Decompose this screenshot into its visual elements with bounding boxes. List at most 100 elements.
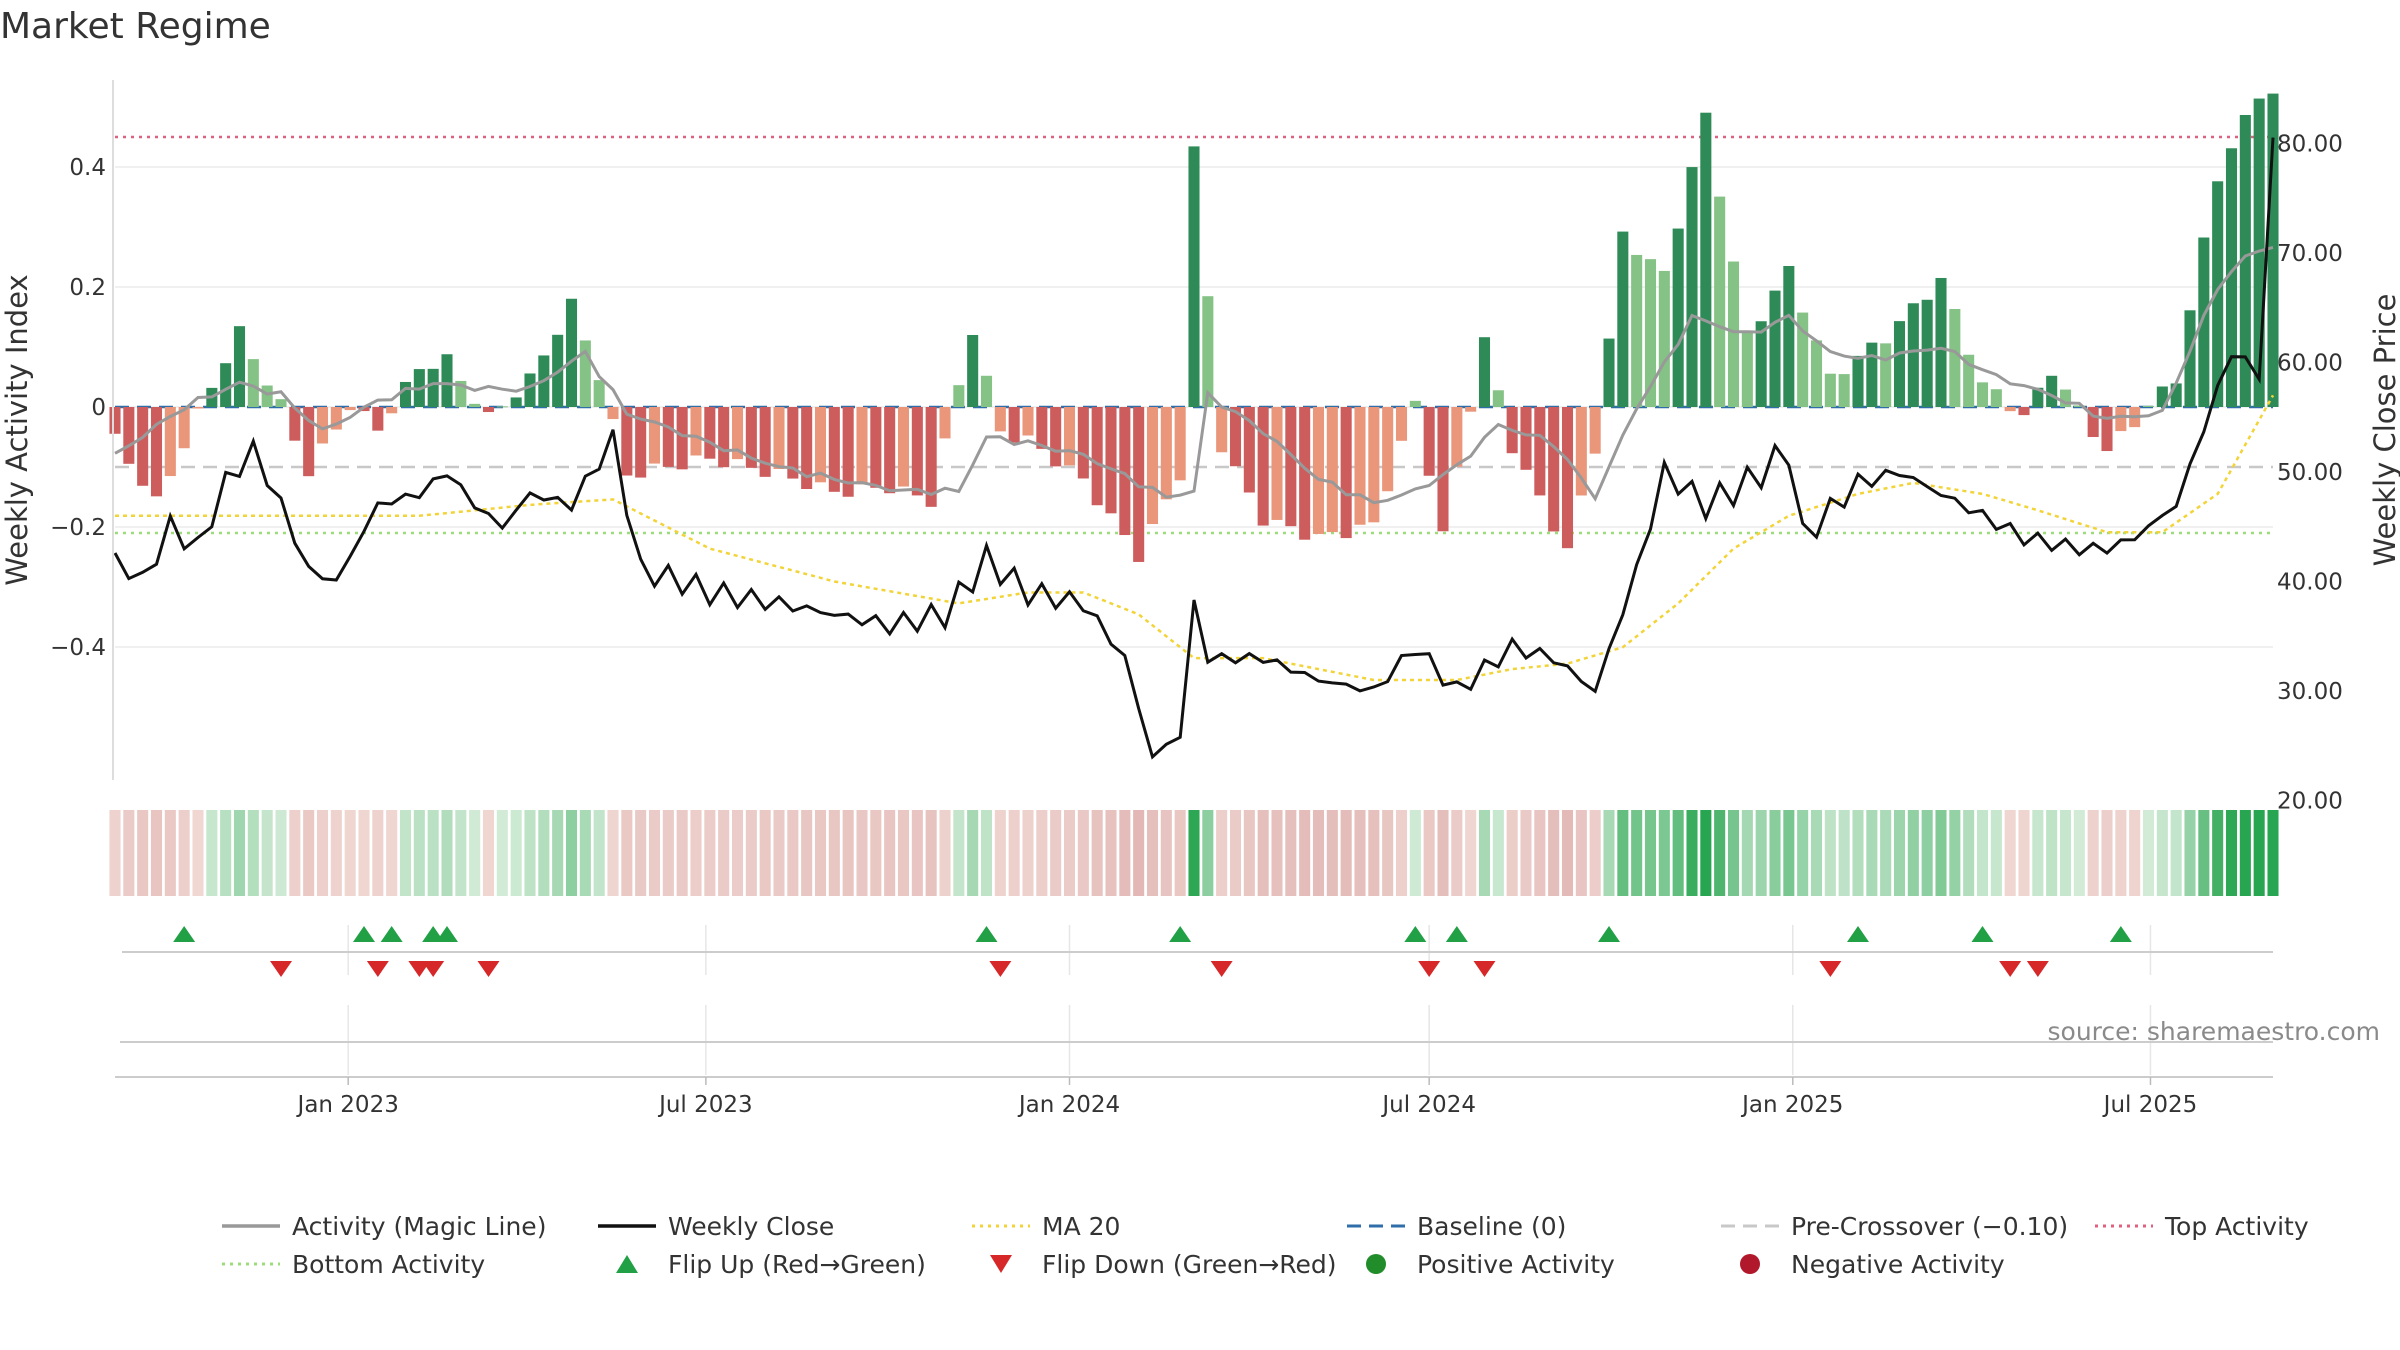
ma20-line xyxy=(115,394,2275,682)
heat-cell xyxy=(939,810,951,896)
flip-down-marker xyxy=(1473,961,1496,977)
flip-down-marker xyxy=(422,961,445,977)
heat-cell xyxy=(2198,810,2210,896)
activity-bar xyxy=(303,407,315,477)
activity-bar xyxy=(1271,407,1283,520)
heat-cell xyxy=(1949,810,1961,896)
activity-bar xyxy=(980,375,993,407)
activity-bar xyxy=(2225,148,2238,407)
legend-label: Top Activity xyxy=(2164,1212,2309,1241)
heat-cell xyxy=(1243,810,1255,896)
heat-cell xyxy=(1534,810,1546,896)
heat-cell xyxy=(718,810,730,896)
activity-bar xyxy=(1797,312,1809,407)
legend-label: Negative Activity xyxy=(1791,1250,2005,1279)
heat-cell xyxy=(1727,810,1740,896)
activity-bar xyxy=(718,407,730,468)
activity-bar xyxy=(1451,407,1463,467)
activity-bar xyxy=(2073,405,2085,407)
x-tick-label: Jan 2023 xyxy=(296,1092,399,1118)
activity-bar xyxy=(1423,407,1435,476)
legend-icon-circle xyxy=(1366,1254,1386,1274)
activity-bar xyxy=(1008,407,1020,443)
activity-bar xyxy=(2212,181,2224,407)
heat-cell xyxy=(344,810,356,896)
activity-bar xyxy=(814,407,827,483)
heat-cell xyxy=(1824,810,1836,896)
heat-cell xyxy=(2004,810,2016,896)
heat-cell xyxy=(510,810,522,896)
heat-cell xyxy=(1229,810,1242,896)
heat-cell xyxy=(399,810,412,896)
heat-cell xyxy=(1921,810,1933,896)
activity-bar xyxy=(1810,340,1823,407)
heat-cell xyxy=(676,810,688,896)
heat-cell xyxy=(1880,810,1892,896)
heat-cell xyxy=(1492,810,1504,896)
activity-bar xyxy=(911,407,923,496)
activity-bar xyxy=(690,407,702,456)
heat-cell xyxy=(662,810,674,896)
weekly-close-line xyxy=(113,137,2275,760)
heat-cell xyxy=(1216,810,1228,896)
activity-bars xyxy=(109,93,2279,562)
heat-cell xyxy=(1866,810,1878,896)
heat-cell xyxy=(1465,810,1477,896)
activity-bar xyxy=(801,407,813,489)
heat-cell xyxy=(1409,810,1421,896)
heat-cell xyxy=(358,810,370,896)
heat-cell xyxy=(524,810,536,896)
heat-cell xyxy=(178,810,190,896)
activity-bar xyxy=(1133,407,1145,562)
activity-bar xyxy=(1119,407,1131,536)
heat-cell xyxy=(1326,810,1338,896)
heat-cell xyxy=(2129,810,2141,896)
activity-bar xyxy=(1852,355,1864,407)
activity-bar xyxy=(1741,333,1753,407)
activity-bar xyxy=(607,407,619,420)
heat-cell xyxy=(1036,810,1048,896)
heat-cell xyxy=(1022,810,1034,896)
activity-bar xyxy=(1050,407,1062,467)
heat-cell xyxy=(1797,810,1809,896)
heat-cell xyxy=(1340,810,1352,896)
heat-cell xyxy=(1423,810,1435,896)
heat-cell xyxy=(759,810,771,896)
heat-cell xyxy=(1437,810,1449,896)
heat-cell xyxy=(884,810,896,896)
activity-bar xyxy=(1935,277,1947,407)
legend-label: Pre-Crossover (−0.10) xyxy=(1791,1212,2068,1241)
activity-bar xyxy=(469,403,481,407)
y-tick-label-right: 30.00 xyxy=(2277,679,2343,705)
heat-cell xyxy=(1520,810,1532,896)
activity-bar xyxy=(1893,321,1906,407)
activity-bar xyxy=(1589,407,1601,454)
legend-label: Flip Up (Red→Green) xyxy=(668,1250,926,1279)
heat-cell xyxy=(1382,810,1394,896)
activity-bar xyxy=(2018,407,2030,416)
activity-bar xyxy=(2239,114,2251,408)
activity-bar xyxy=(1603,338,1615,407)
heat-cell xyxy=(1714,810,1726,896)
activity-bar xyxy=(662,407,674,467)
x-tick-labels: Jan 2023 Jul 2023 Jan 2024 Jul 2024 Jan 2025… xyxy=(296,1077,2197,1118)
heat-cell xyxy=(1451,810,1463,896)
flip-down-marker xyxy=(1999,961,2022,977)
flip-up-marker xyxy=(422,926,445,942)
heat-cell xyxy=(164,810,176,896)
heat-cell xyxy=(635,810,647,896)
activity-bar xyxy=(2170,383,2182,407)
heat-cell xyxy=(731,810,744,896)
heat-cell xyxy=(1769,810,1781,896)
heat-cell xyxy=(303,810,315,896)
left-y-tick-labels: −0.4 −0.2 0 0.2 0.4 xyxy=(50,155,106,661)
y-tick-label-right: 60.00 xyxy=(2277,351,2343,377)
heat-cell xyxy=(1312,810,1325,896)
heat-cell xyxy=(552,810,564,896)
flip-up-marker xyxy=(173,926,196,942)
activity-bar xyxy=(1783,266,1795,407)
flip-up-marker xyxy=(436,926,458,942)
heat-cell xyxy=(247,810,259,896)
heat-cell xyxy=(1617,810,1629,896)
heat-cell xyxy=(220,810,232,896)
